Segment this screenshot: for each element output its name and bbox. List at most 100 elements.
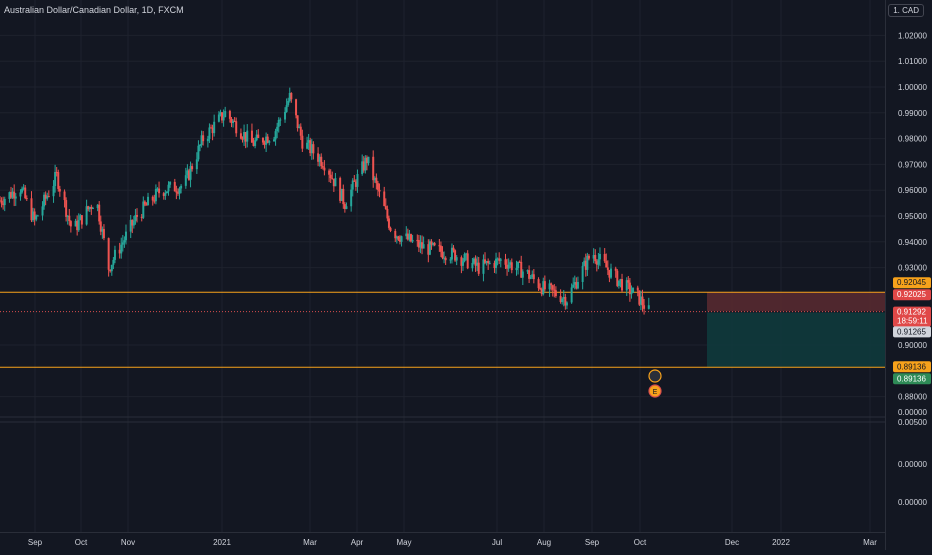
candle-body <box>345 206 348 209</box>
time-axis-label: Oct <box>634 538 647 547</box>
candle-body <box>169 181 172 185</box>
candle-body <box>389 227 392 231</box>
candle-body <box>378 189 381 192</box>
candle-body <box>265 136 268 145</box>
candle-body <box>614 268 617 271</box>
candle-body <box>145 204 148 206</box>
price-axis-label: 0.94000 <box>898 238 927 247</box>
candle-body <box>410 234 413 242</box>
candle-body <box>178 188 181 194</box>
candle-body <box>55 171 58 173</box>
candle-body <box>439 245 442 252</box>
candle-body <box>576 281 579 289</box>
earnings-icon-letter: E <box>653 389 658 396</box>
candle-body <box>562 296 565 299</box>
price-badge-lower-green-text: 0.89136 <box>897 374 926 383</box>
candle-body <box>400 236 403 242</box>
candle-body <box>353 180 356 182</box>
candle-body <box>395 236 398 239</box>
stop-loss-zone[interactable] <box>707 292 885 312</box>
candle-body <box>636 287 639 291</box>
candle-body <box>521 271 524 278</box>
candle-body <box>421 242 424 249</box>
candle-body <box>164 193 167 196</box>
price-axis-label: 0.99000 <box>898 109 927 118</box>
candle-body <box>301 135 304 149</box>
currency-unit-button[interactable]: 1. CAD <box>888 4 924 17</box>
candle-body <box>605 261 608 268</box>
candle-body <box>471 262 474 269</box>
candle-body <box>362 161 365 171</box>
candle-body <box>309 140 312 154</box>
candle-body <box>121 242 124 245</box>
candle-body <box>484 259 487 263</box>
candle-body <box>19 192 22 197</box>
candle-body <box>307 140 310 143</box>
candle-body <box>88 207 91 210</box>
candle-body <box>36 215 39 217</box>
candle-body <box>323 167 326 171</box>
candle-body <box>432 243 435 245</box>
candle-body <box>573 282 576 285</box>
candle-body <box>587 255 590 259</box>
candle-body <box>417 240 420 248</box>
candle-body <box>277 119 280 127</box>
candle-body <box>25 198 28 200</box>
candle-body <box>320 156 323 167</box>
candle-body <box>162 193 165 196</box>
candle-body <box>548 283 551 290</box>
candle-body <box>244 132 247 142</box>
candle-body <box>427 244 430 255</box>
time-axis-label: 2022 <box>772 538 790 547</box>
candle-body <box>198 145 201 147</box>
price-axis-label: 1.00000 <box>898 83 927 92</box>
candle-body <box>2 203 5 206</box>
candle-body <box>208 127 211 139</box>
candle-body <box>79 215 82 221</box>
candle-body <box>406 233 409 240</box>
price-axis[interactable] <box>885 0 932 550</box>
candle-body <box>422 244 425 249</box>
candle-body <box>603 253 606 262</box>
candle-body <box>405 233 408 237</box>
candle-body <box>488 262 491 264</box>
candle-body <box>176 192 179 194</box>
symbol-title[interactable]: Australian Dollar/Canadian Dollar, 1D, F… <box>4 5 184 15</box>
earnings-icon[interactable] <box>648 384 662 398</box>
price-badge-lower-orange <box>893 361 931 373</box>
candle-body <box>99 221 102 232</box>
price-badge-lower-orange-text: 0.89136 <box>897 362 926 371</box>
candle-body <box>518 261 521 263</box>
candle-body <box>87 206 90 210</box>
candle-body <box>564 296 567 306</box>
candle-body <box>584 260 587 270</box>
event-flag-icon[interactable] <box>648 369 662 383</box>
candle-body <box>531 274 534 278</box>
candle-body <box>273 139 276 142</box>
candle-body <box>477 262 480 274</box>
candle-body <box>647 305 650 309</box>
candle-body <box>132 220 135 226</box>
candle-body <box>641 296 644 306</box>
candle-body <box>58 188 61 192</box>
candle-body <box>217 114 220 122</box>
candle-body <box>110 264 113 272</box>
candle-body <box>134 214 137 221</box>
candle-body <box>35 215 38 220</box>
candle-body <box>306 142 309 149</box>
candle-body <box>252 142 255 146</box>
candle-body <box>241 138 244 140</box>
candle-body <box>482 259 485 274</box>
candle-body <box>233 120 236 122</box>
candle-body <box>318 156 321 162</box>
candle-body <box>21 188 24 193</box>
candle-body <box>510 262 513 271</box>
candle-body <box>540 289 543 295</box>
candle-body <box>498 258 501 261</box>
take-profit-zone[interactable] <box>707 312 885 368</box>
candle-body <box>153 200 156 202</box>
candle-body <box>90 207 93 209</box>
candle-body <box>230 118 233 124</box>
